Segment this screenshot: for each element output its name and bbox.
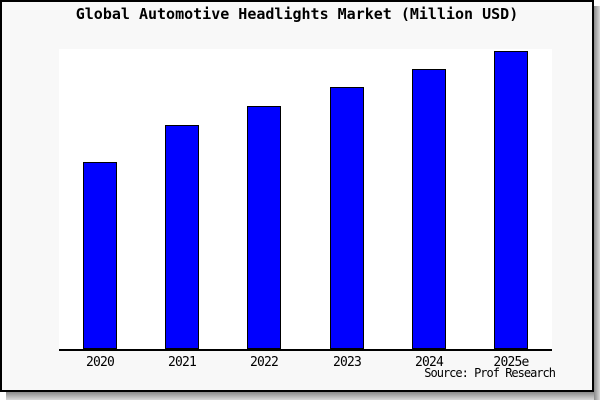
x-tick-label-2022: 2022 — [249, 355, 279, 370]
bar-2022 — [247, 106, 281, 349]
source-note: Source: Prof Research — [424, 366, 556, 380]
bar-2024 — [412, 69, 446, 349]
x-tick-label-2025e: 2025e — [493, 355, 529, 370]
frame-shadow-bottom — [6, 392, 594, 400]
frame-shadow-right — [594, 6, 600, 400]
chart-title: Global Automotive Headlights Market (Mil… — [75, 5, 519, 23]
x-axis-line — [59, 349, 552, 351]
x-tick-label-2020: 2020 — [85, 355, 115, 370]
bar-2020 — [83, 162, 117, 349]
x-axis-labels: 2020 2021 2022 2023 2024 2025e — [59, 355, 552, 371]
bar-2025e — [494, 51, 528, 349]
x-tick-label-2021: 2021 — [167, 355, 197, 370]
plot-area — [59, 49, 552, 349]
x-tick-label-2023: 2023 — [332, 355, 362, 370]
bar-2021 — [165, 125, 199, 349]
bar-2023 — [330, 87, 364, 349]
x-tick-label-2024: 2024 — [414, 355, 444, 370]
